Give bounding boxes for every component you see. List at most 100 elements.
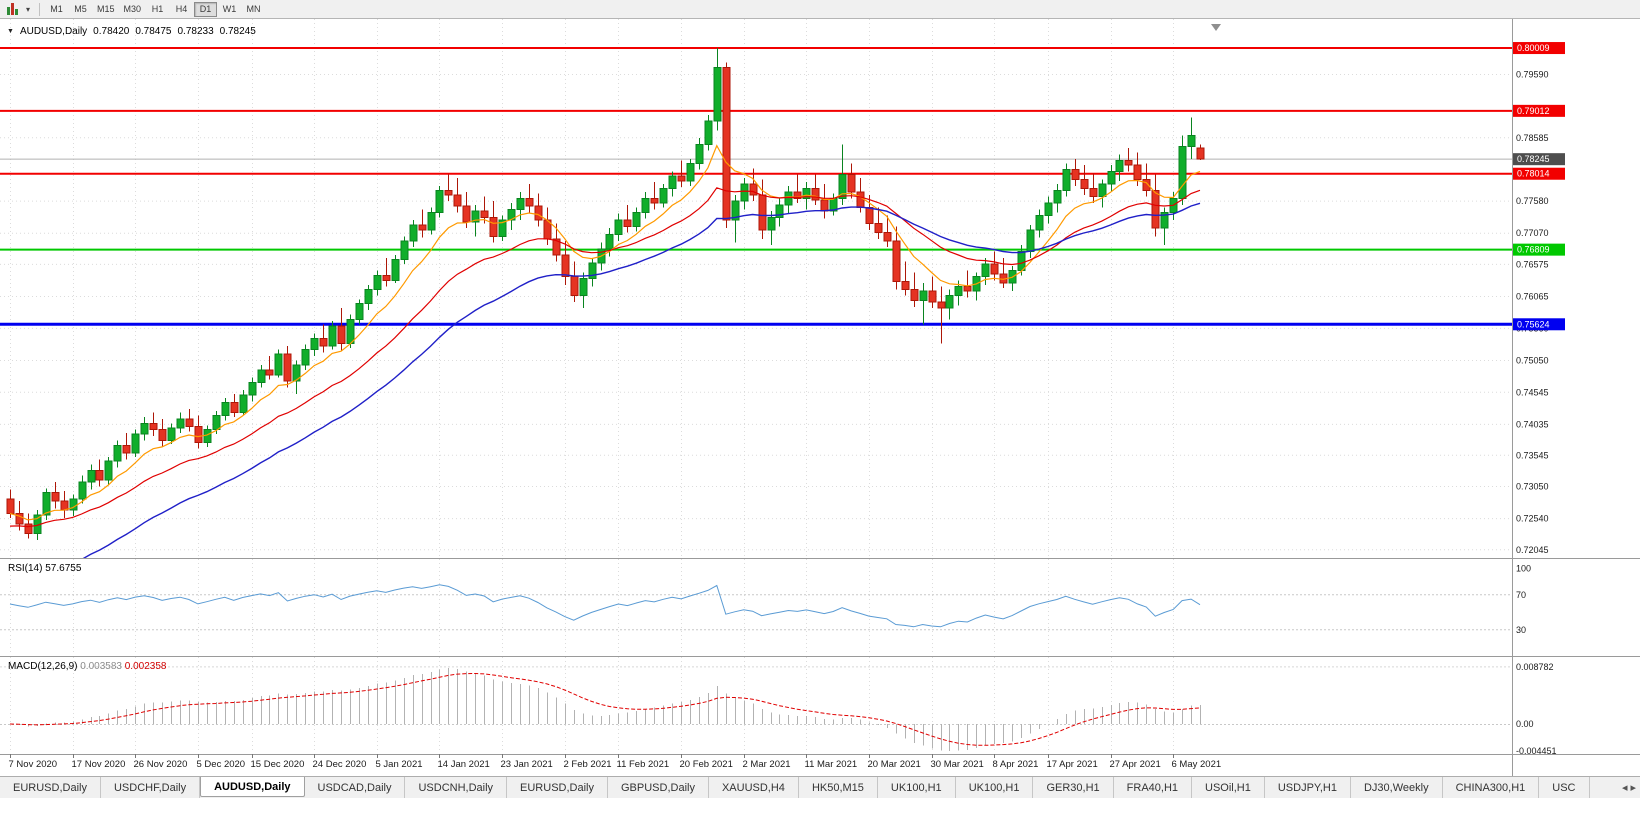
- candle-body: [1133, 164, 1142, 181]
- price-level-badge-label: 0.78014: [1517, 169, 1550, 179]
- chart-tab-china300-h1[interactable]: CHINA300,H1: [1443, 777, 1540, 798]
- candle-body: [444, 189, 453, 196]
- candle-body: [257, 369, 266, 383]
- price-axis-label: 0.76065: [1516, 292, 1549, 302]
- candle-body: [820, 199, 829, 212]
- chart-tab-hk50-m15[interactable]: HK50,M15: [799, 777, 878, 798]
- candle-body: [740, 183, 749, 202]
- candle-body: [176, 418, 185, 429]
- date-axis-label: 17 Apr 2021: [1047, 759, 1098, 770]
- candle-body: [1098, 183, 1107, 198]
- chart-tab-uk100-h1[interactable]: UK100,H1: [956, 777, 1034, 798]
- date-axis-label: 26 Nov 2020: [134, 759, 188, 770]
- tab-scroll-left-icon[interactable]: ◂: [1621, 782, 1628, 794]
- chart-tab-fra40-h1[interactable]: FRA40,H1: [1114, 777, 1193, 798]
- candle-body: [480, 210, 489, 218]
- chart-tab-usdjpy-h1[interactable]: USDJPY,H1: [1265, 777, 1351, 798]
- candle-body: [24, 523, 33, 535]
- price-level-badge: [1513, 42, 1565, 55]
- candle-body: [15, 513, 24, 525]
- price-level-badge-label: 0.80009: [1517, 43, 1550, 53]
- price-axis-label: 0.74545: [1516, 387, 1549, 397]
- timeframe-button-m15[interactable]: M15: [97, 4, 115, 14]
- candle-body: [400, 240, 409, 261]
- candle-body: [1196, 147, 1205, 160]
- candle-body: [167, 427, 176, 441]
- candle-body: [239, 394, 248, 414]
- price-level-badge: [1513, 318, 1565, 331]
- macd-axis-label: -0.004451: [1516, 746, 1557, 756]
- candle-body: [650, 198, 659, 204]
- chart-tab-usdchf-daily[interactable]: USDCHF,Daily: [101, 777, 201, 798]
- date-axis-label: 15 Dec 2020: [251, 759, 305, 770]
- candle-body: [140, 422, 149, 435]
- moving-averages-layer: [9, 144, 1201, 559]
- candle-body: [418, 224, 427, 231]
- one-click-trading-triangle-icon[interactable]: ▼: [7, 28, 14, 35]
- chart-tab-audusd-daily[interactable]: AUDUSD,Daily: [200, 777, 305, 797]
- chart-tab-ger30-h1[interactable]: GER30,H1: [1033, 777, 1114, 798]
- candle-body: [856, 191, 865, 208]
- candle-body: [1142, 179, 1151, 191]
- candlestick-chart-icon[interactable]: [5, 2, 22, 16]
- candle-body: [337, 325, 346, 344]
- date-axis: 7 Nov 2020 17 Nov 2020 26 Nov 2020 5 Dec 20…: [9, 754, 1221, 770]
- price-axis-label: 0.78585: [1516, 133, 1549, 143]
- candle-body: [1160, 211, 1169, 229]
- chart-tab-dj30-weekly[interactable]: DJ30,Weekly: [1351, 777, 1443, 798]
- timeframe-button-h4[interactable]: H4: [175, 4, 188, 14]
- candle-body: [60, 500, 69, 511]
- candle-body: [874, 223, 883, 234]
- chart-tab-eurusd-daily[interactable]: EURUSD,Daily: [0, 777, 101, 798]
- candle-body: [498, 219, 507, 237]
- candle-body: [677, 175, 686, 182]
- candle-body: [838, 174, 847, 200]
- candle-body: [668, 175, 677, 189]
- candle-body: [883, 232, 892, 242]
- candle-body: [248, 381, 257, 396]
- ohlc-low: 0.78233: [177, 26, 214, 37]
- chart-tab-usc[interactable]: USC: [1539, 777, 1590, 798]
- price-scale: 0.79590 0.78585 0.77580 0.77070 0.76575 0.760…: [1513, 42, 1565, 756]
- chart-tab-xauusd-h4[interactable]: XAUUSD,H4: [709, 777, 799, 798]
- candle-body: [534, 205, 543, 221]
- timeframe-button-mn[interactable]: MN: [246, 4, 261, 14]
- chart-tab-gbpusd-daily[interactable]: GBPUSD,Daily: [608, 777, 709, 798]
- chart-tab-usoil-h1[interactable]: USOil,H1: [1192, 777, 1265, 798]
- candle-body: [42, 492, 51, 516]
- timeframe-button-w1[interactable]: W1: [222, 4, 237, 14]
- chart-tab-eurusd-daily[interactable]: EURUSD,Daily: [507, 777, 608, 798]
- candle-body: [892, 240, 901, 283]
- candle-body: [265, 369, 274, 376]
- candle-body: [212, 414, 221, 431]
- chart-canvas[interactable]: RSI(14) 57.6755 MACD(12,26,9) 0.003583 0.…: [0, 19, 1640, 776]
- chart-tab-usdcnh-daily[interactable]: USDCNH,Daily: [405, 777, 508, 798]
- timeframe-button-m30[interactable]: M30: [123, 4, 142, 14]
- tab-scroll-right-icon[interactable]: ▸: [1630, 782, 1636, 794]
- rsi-line: [9, 584, 1201, 628]
- chart-tab-uk100-h1[interactable]: UK100,H1: [878, 777, 956, 798]
- ma-slow-line: [81, 202, 1201, 559]
- candle-body: [1062, 169, 1071, 191]
- price-level-badge-label: 0.76809: [1517, 245, 1550, 255]
- timeframe-button-m5[interactable]: M5: [74, 4, 87, 14]
- candle-body: [901, 281, 910, 290]
- candle-body: [552, 238, 561, 256]
- timeframe-button-h1[interactable]: H1: [151, 4, 164, 14]
- candle-body: [802, 187, 811, 200]
- chart-shift-marker-icon[interactable]: [1211, 24, 1221, 31]
- chart-type-dropdown-caret-icon[interactable]: ▾: [25, 4, 30, 14]
- timeframe-button-d1[interactable]: D1: [194, 1, 218, 17]
- candle-body: [185, 418, 194, 428]
- candle-body: [301, 349, 310, 366]
- candle-body: [937, 301, 946, 309]
- icon-bar: [15, 8, 18, 15]
- macd-pane: MACD(12,26,9) 0.003583 0.002358: [0, 661, 1512, 752]
- date-axis-label: 7 Nov 2020: [9, 759, 58, 770]
- candle-body: [95, 470, 104, 481]
- timeframe-button-m1[interactable]: M1: [50, 4, 63, 14]
- candle-body: [579, 278, 588, 297]
- candle-body: [104, 460, 113, 481]
- chart-tab-usdcad-daily[interactable]: USDCAD,Daily: [305, 777, 406, 798]
- price-axis-label: 0.75050: [1516, 355, 1549, 365]
